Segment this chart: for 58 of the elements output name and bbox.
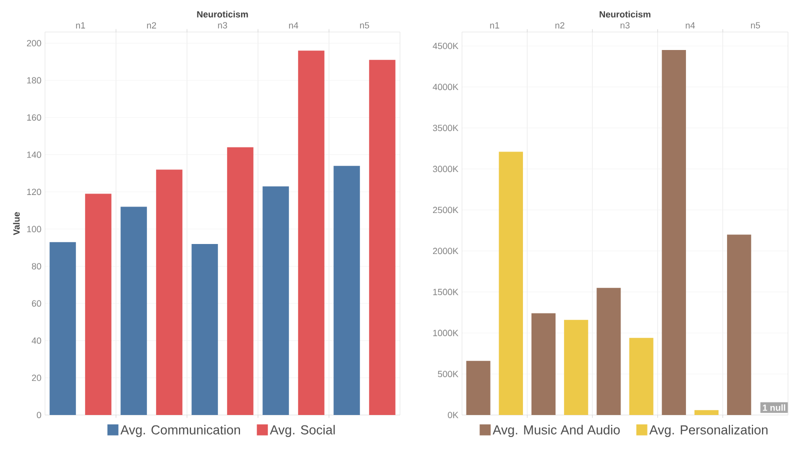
bar	[629, 338, 654, 415]
bar	[498, 152, 523, 415]
x-tick-label: n3	[218, 22, 228, 28]
y-tick-label: 2500K	[433, 206, 458, 214]
bar	[192, 244, 218, 415]
y-tick-label: 60	[32, 300, 42, 307]
y-tick-label: 140	[27, 152, 42, 158]
y-tick-label: 3500K	[432, 124, 458, 132]
bar	[334, 166, 360, 415]
y-tick-label: 0	[36, 412, 42, 418]
y-tick-label: 4500K	[432, 42, 458, 50]
legend-label: Avg. Personalization	[649, 424, 768, 437]
x-tick-label: n4	[686, 22, 695, 28]
y-tick-label: 1500K	[433, 288, 458, 296]
legend-label: Avg. Music And Audio	[492, 424, 620, 437]
x-tick-label: n3	[620, 22, 630, 28]
x-tick-label: n2	[147, 22, 156, 28]
bar	[227, 147, 254, 415]
x-tick-label: n4	[289, 22, 298, 28]
y-tick-label: 100	[27, 226, 42, 232]
y-tick-label: 0K	[448, 412, 458, 418]
bar	[596, 288, 621, 415]
bar	[727, 234, 752, 415]
bar	[564, 320, 588, 415]
y-axis-title: Value	[13, 212, 20, 236]
annotation: 1 null	[762, 404, 786, 411]
bar	[156, 170, 182, 415]
x-tick-label: n1	[490, 22, 500, 28]
bar	[50, 242, 76, 415]
y-tick-label: 20	[32, 374, 42, 381]
y-tick-label: 180	[27, 77, 42, 84]
x-axis-title: Neuroticism	[600, 10, 650, 18]
bar	[531, 313, 556, 415]
y-tick-label: 2000K	[433, 248, 458, 254]
x-tick-label: n5	[360, 22, 370, 28]
bar	[662, 50, 686, 415]
x-tick-label: n5	[751, 22, 760, 28]
y-tick-label: 4000K	[432, 84, 458, 90]
legend-label: Avg. Social	[270, 424, 335, 437]
bar	[120, 206, 147, 415]
bar	[85, 194, 112, 415]
y-tick-label: 1000K	[433, 330, 458, 336]
x-axis-title: Neuroticism	[197, 10, 248, 18]
bar	[298, 50, 324, 415]
y-tick-label: 3000K	[432, 166, 458, 172]
y-tick-label: 200	[26, 40, 42, 46]
x-tick-label: n2	[555, 22, 564, 28]
x-tick-label: n1	[76, 22, 86, 28]
y-tick-label: 160	[27, 114, 42, 121]
y-tick-label: 40	[32, 337, 42, 344]
y-tick-label: 500K	[438, 370, 458, 378]
y-tick-label: 80	[32, 263, 42, 270]
bar	[369, 60, 396, 415]
y-tick-label: 120	[27, 188, 42, 196]
legend-label: Avg. Communication	[120, 424, 240, 437]
bar	[262, 186, 289, 415]
bar	[694, 410, 719, 415]
bar	[466, 360, 490, 415]
